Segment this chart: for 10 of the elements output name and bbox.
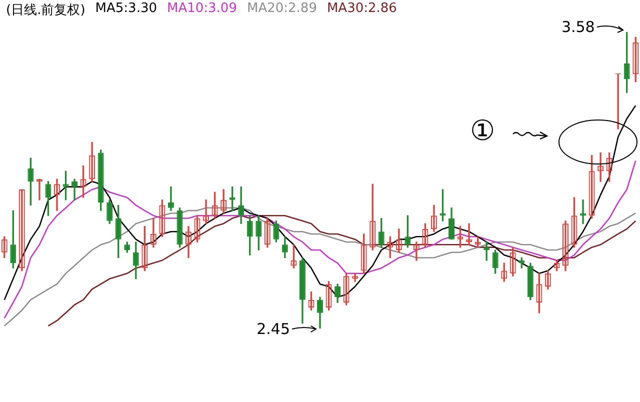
- annotation: 2.45: [256, 320, 290, 338]
- text: MA5:3.30: [95, 1, 157, 18]
- candlestick: [168, 186, 174, 211]
- text: MA20:2.89: [246, 1, 317, 18]
- candlestick: [580, 200, 586, 224]
- text: MA30:2.86: [326, 1, 397, 18]
- chart-title: (日线.前复权): [6, 2, 86, 19]
- text: MA10:3.09: [167, 1, 237, 18]
- annotation: ①: [470, 114, 496, 148]
- annotation: 3.58: [560, 18, 595, 36]
